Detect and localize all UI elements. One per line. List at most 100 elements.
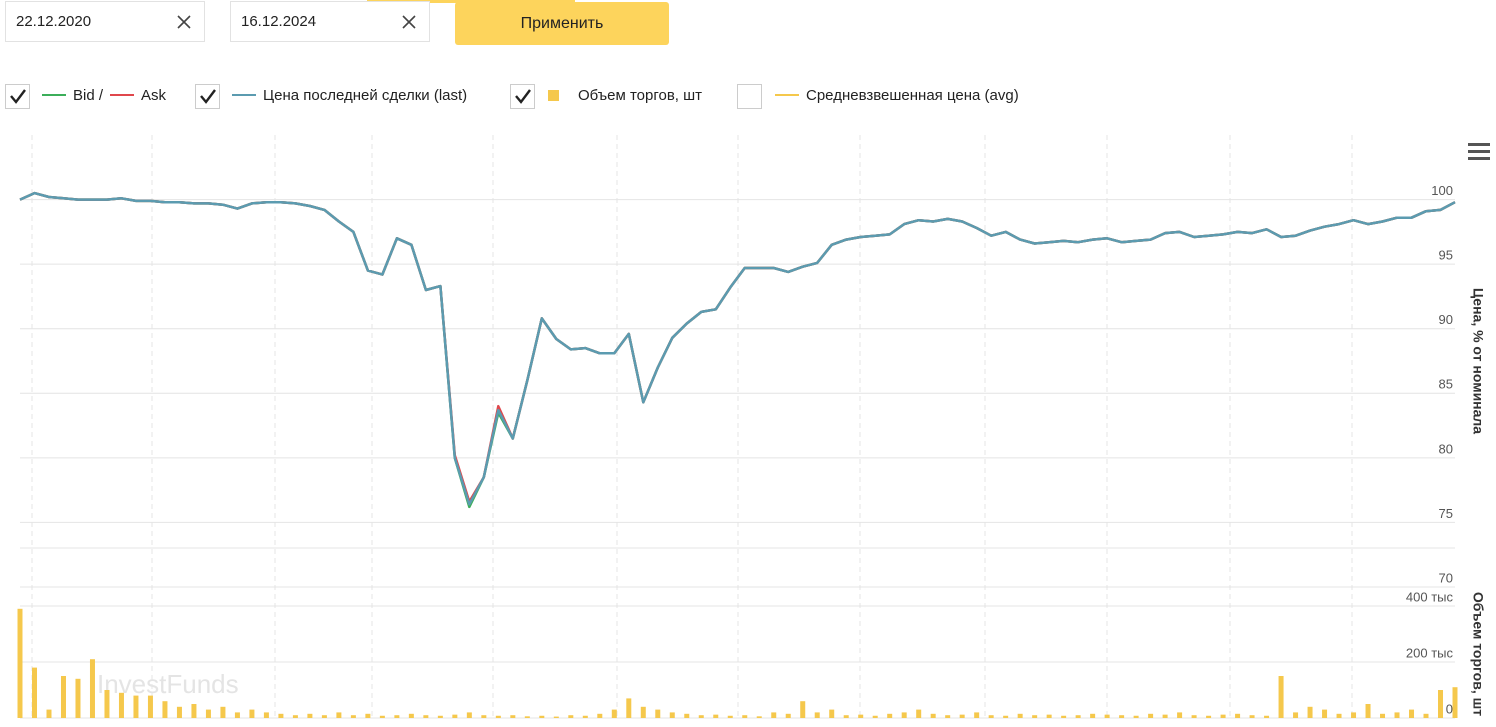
volume-bar — [1220, 714, 1226, 718]
y-axis-title: Цена, % от номинала — [1470, 288, 1486, 434]
volume-bar — [887, 713, 893, 718]
volume-bar — [698, 715, 704, 718]
volume-bar — [988, 715, 994, 718]
volume-bar — [379, 715, 385, 718]
y-tick-label: 0 — [1446, 701, 1453, 716]
volume-bar — [452, 714, 458, 718]
volume-bar — [278, 713, 284, 718]
date-from: 22.12.2020 — [16, 13, 91, 30]
checkmark — [515, 89, 531, 104]
volume-bar — [46, 709, 52, 718]
volume-bar — [336, 712, 342, 718]
volume-bar — [394, 715, 400, 718]
volume-bar — [974, 712, 980, 718]
volume-bar — [292, 715, 298, 718]
volume-bar — [1423, 713, 1429, 718]
volume-bar — [423, 715, 429, 718]
y-tick-label: 80 — [1439, 441, 1453, 456]
volume-bar — [1235, 713, 1241, 718]
volume-bar — [1264, 715, 1270, 718]
clear-icon[interactable] — [177, 15, 191, 29]
menu-icon[interactable] — [1468, 143, 1490, 160]
volume-bar — [1177, 712, 1183, 718]
volume-bar — [684, 713, 690, 718]
volume-bar — [220, 706, 226, 718]
volume-bar — [1307, 706, 1313, 718]
volume-bar — [1061, 715, 1067, 718]
volume-bar — [1075, 715, 1081, 718]
volume-bar — [481, 715, 487, 718]
volume-bar — [60, 676, 66, 718]
volume-bar — [1017, 713, 1023, 718]
volume-bar — [568, 715, 574, 718]
volume-bar — [901, 712, 907, 718]
volume-bar — [17, 608, 23, 718]
volume-bar — [408, 713, 414, 718]
volume-bar — [1003, 715, 1009, 718]
y-axis-title: Объем торгов, шт — [1470, 592, 1486, 716]
apply-button[interactable] — [455, 2, 669, 45]
volume-bar — [945, 715, 951, 718]
volume-bar — [191, 704, 197, 718]
volume-bar — [176, 706, 182, 718]
legend-label: Средневзвешенная цена (avg) — [806, 87, 1019, 104]
watermark: InvestFunds — [97, 669, 239, 699]
volume-bar — [1148, 713, 1154, 718]
volume-bar — [1032, 715, 1038, 718]
date-to-input[interactable] — [230, 1, 430, 42]
volume-bar — [31, 667, 37, 718]
y-tick-label: 200 тыс — [1406, 645, 1454, 660]
volume-bar — [1336, 713, 1342, 718]
volume-bar — [539, 715, 545, 718]
legend-checkbox[interactable] — [195, 84, 220, 109]
volume-bar — [89, 659, 95, 718]
legend-checkbox[interactable] — [510, 84, 535, 109]
y-tick-label: 95 — [1439, 248, 1453, 263]
y-tick-label: 400 тыс — [1406, 589, 1454, 604]
legend-checkbox[interactable] — [5, 84, 30, 109]
volume-bar — [234, 712, 240, 718]
volume-bar — [1365, 704, 1371, 718]
menu-bar — [1468, 150, 1490, 153]
y-tick-label: 75 — [1439, 506, 1453, 521]
volume-bar — [118, 692, 124, 718]
y-tick-label: 90 — [1439, 312, 1453, 327]
volume-bar — [524, 716, 530, 718]
volume-bar — [843, 715, 849, 718]
volume-bar — [249, 709, 255, 718]
date-from-input[interactable] — [5, 1, 205, 42]
legend-label: Объем торгов, шт — [578, 87, 702, 104]
legend-label: Цена последней сделки (last) — [263, 87, 467, 104]
volume-bar — [1249, 715, 1255, 718]
volume-bar — [872, 715, 878, 718]
clear-icon[interactable] — [402, 15, 416, 29]
legend-label: Bid / — [73, 87, 104, 104]
volume-bar — [1409, 709, 1415, 718]
volume-bar — [1046, 714, 1052, 718]
legend-checkbox[interactable] — [737, 84, 762, 109]
volume-bar — [365, 713, 371, 718]
volume-bar — [147, 695, 153, 718]
date-to: 16.12.2024 — [241, 13, 316, 30]
volume-bar — [814, 712, 820, 718]
volume-bar — [771, 712, 777, 718]
volume-bar — [510, 715, 516, 718]
volume-bar — [1104, 714, 1110, 718]
volume-bar — [611, 709, 617, 718]
volume-bar — [133, 695, 139, 718]
volume-bar — [495, 715, 501, 718]
volume-bar — [1162, 714, 1168, 718]
volume-bar — [626, 698, 632, 718]
volume-bar — [1380, 713, 1386, 718]
volume-bar — [307, 713, 313, 718]
volume-bar — [350, 715, 356, 718]
apply-label: Применить — [521, 15, 604, 32]
volume-bar — [742, 715, 748, 718]
menu-bar — [1468, 143, 1490, 146]
volume-bar — [1394, 712, 1400, 718]
volume-bar — [655, 709, 661, 718]
volume-bar — [553, 716, 559, 718]
legend-label: Ask — [141, 87, 167, 104]
volume-bar — [437, 715, 443, 718]
volume-bar — [1206, 715, 1212, 718]
